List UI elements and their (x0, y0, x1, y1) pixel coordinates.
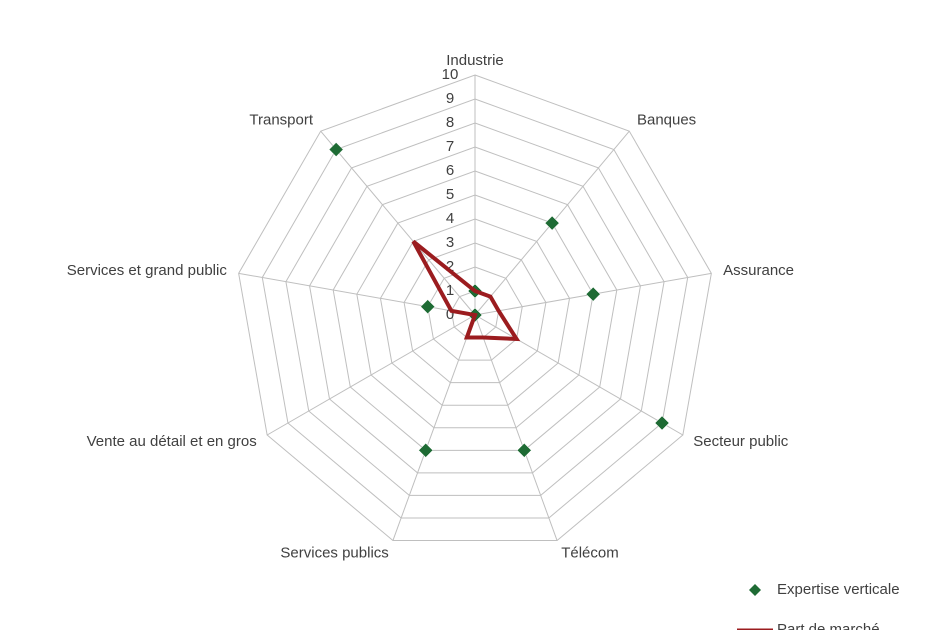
grid-ring (238, 74, 712, 542)
grid-ring (379, 218, 571, 406)
spoke (266, 314, 476, 436)
r-tick-label: 0 (446, 306, 454, 323)
diamond-marker (516, 442, 532, 458)
category-label: Services publics (280, 545, 388, 562)
diamond-marker (544, 215, 560, 231)
series-line (411, 239, 521, 342)
category-label: Services et grand public (67, 262, 228, 279)
grid-ring (356, 194, 594, 429)
category-label: Télécom (561, 545, 619, 562)
r-tick-label: 1 (446, 282, 454, 299)
category-label: Assurance (723, 262, 794, 279)
grid-ring (309, 146, 641, 474)
legend-label: Part de marché (777, 621, 880, 630)
diamond-marker (420, 299, 436, 315)
spoke (320, 130, 476, 316)
category-label: Secteur public (693, 433, 789, 450)
category-label: Transport (249, 111, 313, 128)
r-tick-label: 6 (446, 162, 454, 179)
diamond-marker (654, 415, 670, 431)
r-tick-label: 5 (446, 186, 454, 203)
category-label: Vente au détail et en gros (87, 433, 257, 450)
legend-swatch (749, 584, 761, 596)
grid-ring (427, 266, 523, 361)
diamond-marker (585, 286, 601, 302)
r-tick-label: 7 (446, 138, 454, 155)
grid-ring (403, 242, 547, 384)
spoke (474, 314, 558, 541)
diamond-marker (328, 142, 344, 157)
r-tick-label: 10 (442, 66, 459, 83)
r-tick-label: 3 (446, 234, 454, 251)
spoke (474, 314, 684, 436)
r-tick-label: 9 (446, 90, 454, 107)
r-tick-label: 2 (446, 258, 454, 275)
category-label: Banques (637, 111, 696, 128)
r-tick-label: 4 (446, 210, 454, 227)
spoke (238, 272, 476, 316)
grid-ring (285, 122, 665, 496)
r-tick-label: 8 (446, 114, 454, 131)
spoke (392, 314, 476, 541)
category-label: Industrie (446, 52, 504, 69)
diamond-marker (418, 442, 434, 458)
grid-ring (261, 98, 689, 519)
grid-ring (332, 170, 618, 451)
legend-label: Expertise verticale (777, 581, 900, 598)
